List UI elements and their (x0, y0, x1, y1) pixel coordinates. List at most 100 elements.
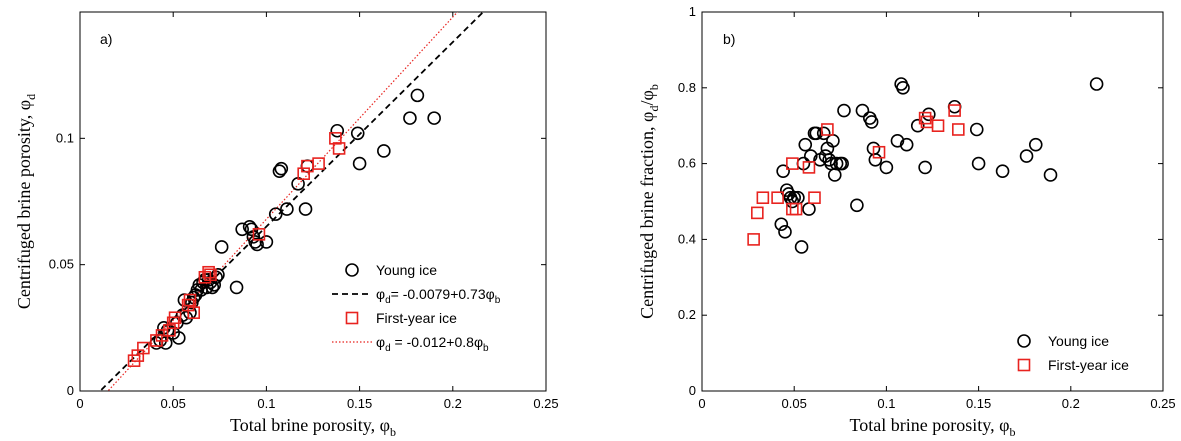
data-point (864, 115, 879, 129)
legend: Young ice First-year ice (1017, 333, 1129, 373)
y-tick-label: 0.2 (678, 307, 696, 322)
x-tick-label: 0.05 (161, 396, 186, 411)
data-point (330, 123, 345, 138)
data-point (352, 156, 367, 171)
legend-label: First-year ice (376, 310, 457, 326)
data-point (899, 137, 914, 152)
data-point (756, 191, 770, 205)
x-tick-label: 0 (698, 396, 705, 411)
data-point (947, 99, 962, 114)
y-axis-label-sub2: b (647, 84, 661, 90)
data-point (995, 164, 1010, 178)
legend-marker (345, 263, 359, 277)
data-point (922, 107, 936, 122)
legend-label: First-year ice (1048, 357, 1129, 373)
plot-frame (79, 11, 547, 392)
panel-a-chart: 0 0.05 0.1 0.15 0.2 0.25 0 0.05 0.1 a) Total brine… (14, 11, 559, 439)
data-point (158, 336, 173, 350)
y-tick-label: 0.4 (678, 231, 696, 246)
y-tick-label: 0 (67, 383, 74, 398)
data-point (329, 132, 342, 145)
x-tick-label: 0.05 (782, 396, 807, 411)
data-point (332, 142, 346, 155)
data-point (229, 280, 244, 295)
x-tick-label: 0.1 (257, 396, 275, 411)
data-point (259, 235, 274, 249)
data-point (872, 145, 886, 159)
data-point (776, 164, 790, 178)
data-point (298, 202, 313, 216)
series-first-year-ice (747, 104, 965, 246)
legend-label: Young ice (376, 262, 437, 278)
fit-text: = -0.012+0.8 (391, 334, 475, 350)
y-axis-label-symbol2: φ (637, 90, 657, 100)
y-axis-label-symbol: φ (14, 100, 34, 110)
data-point (300, 159, 315, 173)
data-point (890, 134, 905, 148)
x-tick-label: 0.25 (533, 396, 558, 411)
data-point (850, 198, 864, 213)
data-point (798, 137, 813, 152)
data-point (789, 202, 803, 216)
x-tick-label: 0.2 (1062, 396, 1080, 411)
data-point (802, 161, 816, 174)
fit-symbol: φ (376, 334, 385, 350)
x-axis-label-symbol: φ (380, 415, 390, 435)
data-point (183, 293, 197, 307)
data-point (168, 311, 182, 325)
fit-sub-end: b (483, 343, 489, 354)
y-axis-label-sub: d (24, 94, 38, 100)
y-axis-label: Centrifuged brine fraction, φd/φb (637, 84, 661, 319)
data-point (202, 265, 215, 279)
data-point (403, 111, 417, 125)
x-tick-label: 0.25 (1150, 396, 1175, 411)
data-point (268, 207, 283, 221)
data-point (931, 119, 945, 132)
y-tick-label: 0.1 (56, 130, 74, 145)
data-point (802, 202, 816, 216)
data-point (747, 233, 760, 246)
legend-marker (345, 311, 359, 325)
series-first-year-ice (127, 132, 346, 367)
x-axis-label: Total brine porosity, φb (230, 415, 396, 439)
data-point (280, 202, 294, 216)
x-axis-label: Total brine porosity, φb (850, 415, 1016, 439)
data-point (312, 157, 325, 170)
data-point (771, 191, 784, 205)
data-point (969, 122, 984, 137)
panel-label: a) (100, 31, 112, 47)
data-point (163, 324, 176, 337)
data-point (835, 156, 849, 171)
y-axis-label-text: Centrifuged brine porosity, (14, 110, 34, 309)
data-point (971, 156, 986, 171)
data-point (1019, 149, 1034, 163)
data-point (377, 144, 391, 158)
x-tick-label: 0 (76, 396, 83, 411)
data-point (918, 111, 932, 125)
data-point (211, 267, 225, 282)
x-tick-label: 0.2 (444, 396, 462, 411)
x-axis-label-text: Total brine porosity, (230, 415, 380, 435)
data-point (1089, 77, 1104, 91)
fit-symbol-end: φ (474, 334, 483, 350)
data-point (879, 160, 894, 175)
data-point (910, 118, 925, 133)
x-axis-label-text: Total brine porosity, (850, 415, 1000, 435)
data-point (952, 123, 965, 136)
x-tick-label: 0.1 (877, 396, 895, 411)
data-point (1043, 168, 1058, 182)
series-young-ice (774, 77, 1104, 254)
legend-marker (1017, 334, 1031, 348)
x-axis-label-symbol: φ (999, 415, 1009, 435)
panel-label: b) (723, 31, 735, 47)
data-point (774, 217, 789, 232)
legend-marker (1017, 358, 1031, 372)
y-tick-label: 0.6 (678, 156, 696, 171)
y-axis-label-slash: / (637, 101, 657, 106)
fit-symbol: φ (376, 286, 385, 302)
y-axis-label-sub: d (647, 106, 661, 112)
x-axis-label-sub: b (1009, 425, 1015, 439)
fit-sub-end: b (495, 295, 501, 306)
y-tick-label: 0 (689, 383, 696, 398)
